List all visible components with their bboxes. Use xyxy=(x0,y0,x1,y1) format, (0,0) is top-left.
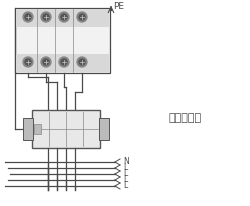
Circle shape xyxy=(79,59,85,65)
Text: L: L xyxy=(122,170,127,179)
Bar xyxy=(54,27,55,54)
Bar xyxy=(23,118,33,140)
Circle shape xyxy=(77,57,87,67)
Text: L: L xyxy=(122,181,127,191)
Circle shape xyxy=(79,14,85,20)
Text: L: L xyxy=(122,176,127,185)
Bar xyxy=(98,118,108,140)
Circle shape xyxy=(61,59,67,65)
Bar xyxy=(16,9,108,27)
Bar xyxy=(34,124,41,134)
Text: N: N xyxy=(122,158,128,166)
Circle shape xyxy=(43,14,49,20)
Text: L: L xyxy=(122,164,127,172)
Circle shape xyxy=(25,59,31,65)
Circle shape xyxy=(23,12,33,22)
Circle shape xyxy=(77,12,87,22)
Circle shape xyxy=(59,57,69,67)
Circle shape xyxy=(59,12,69,22)
Circle shape xyxy=(41,57,51,67)
Circle shape xyxy=(61,14,67,20)
Circle shape xyxy=(25,14,31,20)
Bar xyxy=(16,54,108,72)
Text: PE: PE xyxy=(112,2,124,11)
Bar xyxy=(72,27,73,54)
Circle shape xyxy=(23,57,33,67)
Bar xyxy=(36,27,37,54)
Circle shape xyxy=(41,12,51,22)
Circle shape xyxy=(43,59,49,65)
Bar xyxy=(32,110,100,148)
Text: 电源防雷箱: 电源防雷箱 xyxy=(168,113,201,123)
Bar xyxy=(15,8,110,73)
